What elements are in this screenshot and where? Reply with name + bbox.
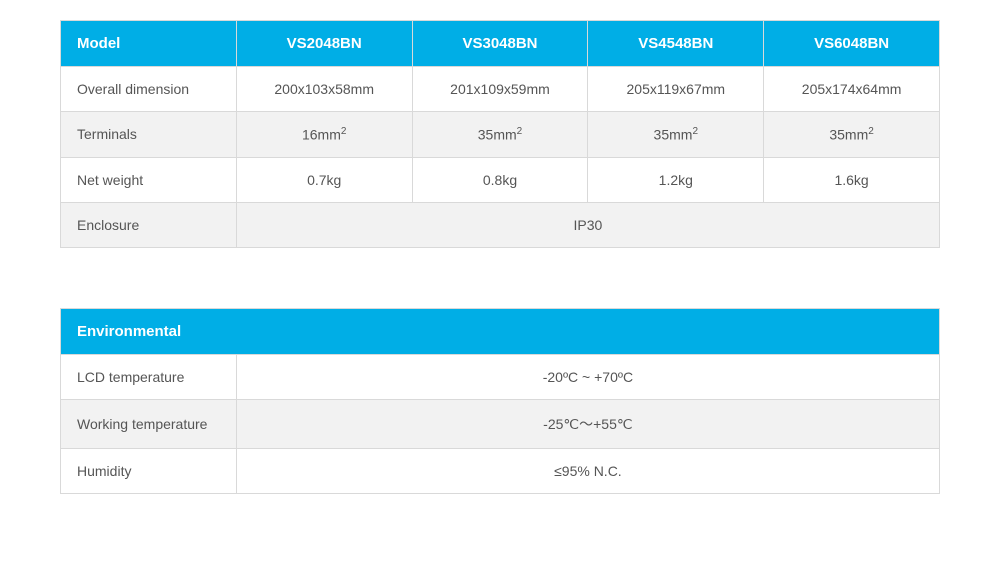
- table-row: LCD temperature -20ºC ~ +70ºC: [61, 354, 940, 399]
- row-label: Working temperature: [61, 399, 237, 448]
- cell: 35mm2: [764, 112, 940, 158]
- cell: 0.7kg: [236, 157, 412, 202]
- cell: 205x119x67mm: [588, 67, 764, 112]
- cell: 35mm2: [412, 112, 588, 158]
- env-header-row: Environmental: [61, 308, 940, 354]
- cell-span: IP30: [236, 202, 939, 247]
- env-title: Environmental: [61, 308, 940, 354]
- row-label: Net weight: [61, 157, 237, 202]
- table-row: Working temperature -25℃～+55℃: [61, 399, 940, 448]
- cell: 1.2kg: [588, 157, 764, 202]
- header-col-1: VS3048BN: [412, 21, 588, 67]
- table-row: Terminals 16mm2 35mm2 35mm2 35mm2: [61, 112, 940, 158]
- row-label: Enclosure: [61, 202, 237, 247]
- row-label: LCD temperature: [61, 354, 237, 399]
- cell: -25℃～+55℃: [236, 399, 939, 448]
- cell: 200x103x58mm: [236, 67, 412, 112]
- table-row: Humidity ≤95% N.C.: [61, 448, 940, 493]
- row-label: Humidity: [61, 448, 237, 493]
- cell: 201x109x59mm: [412, 67, 588, 112]
- row-label: Terminals: [61, 112, 237, 158]
- cell: 35mm2: [588, 112, 764, 158]
- cell: 205x174x64mm: [764, 67, 940, 112]
- header-col-2: VS4548BN: [588, 21, 764, 67]
- header-row: Model VS2048BN VS3048BN VS4548BN VS6048B…: [61, 21, 940, 67]
- cell: 16mm2: [236, 112, 412, 158]
- header-model-label: Model: [61, 21, 237, 67]
- cell: -20ºC ~ +70ºC: [236, 354, 939, 399]
- header-col-0: VS2048BN: [236, 21, 412, 67]
- table-row: Net weight 0.7kg 0.8kg 1.2kg 1.6kg: [61, 157, 940, 202]
- cell: 0.8kg: [412, 157, 588, 202]
- cell: 1.6kg: [764, 157, 940, 202]
- cell: ≤95% N.C.: [236, 448, 939, 493]
- table-row: Enclosure IP30: [61, 202, 940, 247]
- environmental-table: Environmental LCD temperature -20ºC ~ +7…: [60, 308, 940, 494]
- table-row: Overall dimension 200x103x58mm 201x109x5…: [61, 67, 940, 112]
- header-col-3: VS6048BN: [764, 21, 940, 67]
- row-label: Overall dimension: [61, 67, 237, 112]
- spec-table: Model VS2048BN VS3048BN VS4548BN VS6048B…: [60, 20, 940, 248]
